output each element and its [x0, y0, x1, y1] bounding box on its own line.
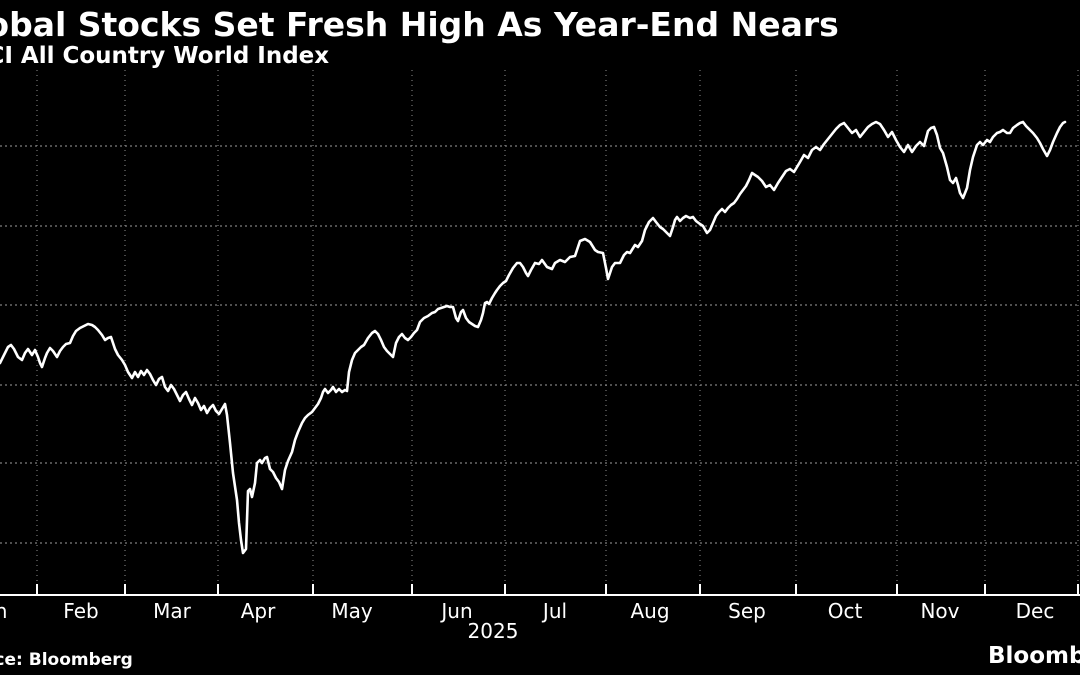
- x-axis-year-label: 2025: [468, 619, 519, 643]
- x-axis-month-label: Feb: [63, 599, 98, 623]
- x-axis-month-label: Mar: [153, 599, 192, 623]
- chart-subtitle: MSCI All Country World Index: [0, 43, 330, 69]
- x-axis-month-label: Apr: [241, 599, 276, 623]
- x-axis-month-label: Nov: [920, 599, 959, 623]
- x-axis-month-label: Jul: [541, 599, 567, 623]
- bloomberg-logo: Bloomberg: [988, 643, 1080, 669]
- x-axis-month-label: Sep: [728, 599, 766, 623]
- index-price-line: [0, 120, 1067, 555]
- x-axis-month-label: Jan: [0, 599, 7, 623]
- source-credit: Source: Bloomberg: [0, 650, 133, 670]
- chart-title: Global Stocks Set Fresh High As Year-End…: [0, 5, 839, 44]
- x-axis-month-label: Aug: [630, 599, 669, 623]
- x-axis-month-label: Oct: [828, 599, 863, 623]
- x-axis-month-label: Jun: [439, 599, 472, 623]
- x-axis-month-label: Dec: [1016, 599, 1055, 623]
- x-axis-month-label: May: [331, 599, 373, 623]
